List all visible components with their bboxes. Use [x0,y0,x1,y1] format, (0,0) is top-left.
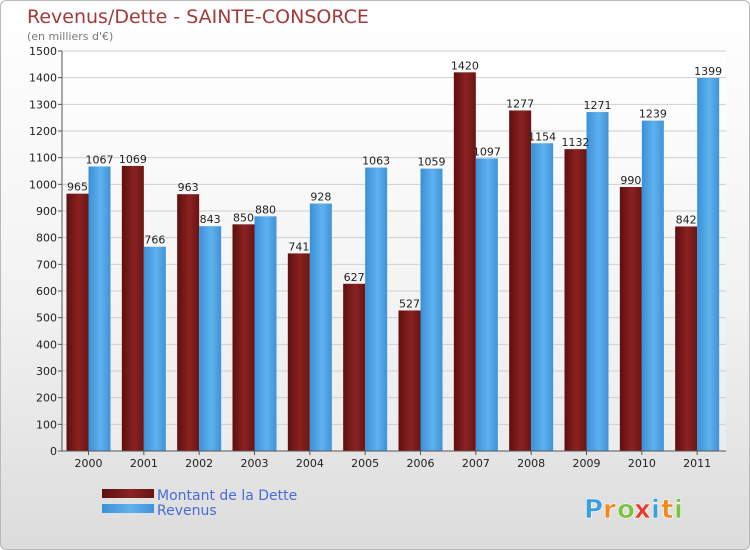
bar-revenus [254,216,277,451]
x-tick-label: 2011 [683,457,711,470]
value-label-dette: 963 [178,181,199,194]
x-tick-label: 2003 [241,457,269,470]
y-tick-label: 900 [36,205,57,218]
x-tick-label: 2000 [75,457,103,470]
bar-dette [675,226,698,451]
value-label-dette: 1132 [562,136,590,149]
bar-revenus [199,226,222,451]
value-label-dette: 1277 [506,97,534,110]
y-tick-label: 1300 [29,98,57,111]
bar-dette [564,149,587,451]
bar-revenus [309,203,332,451]
legend-swatch-revenus [102,504,154,513]
y-tick-label: 0 [50,445,57,458]
grid-lines [62,50,726,425]
bar-revenus [88,166,111,451]
value-label-revenus: 880 [255,203,276,216]
value-label-revenus: 1399 [694,65,722,78]
x-tick-label: 2009 [573,457,601,470]
bar-revenus [365,167,388,452]
x-tick-label: 2007 [462,457,490,470]
value-label-revenus: 1271 [584,99,612,112]
legend-label-debt: Montant de la Dette [157,488,297,504]
bar-dette [619,187,642,451]
bar-dette [343,283,366,451]
logo-letter: P [584,495,604,525]
bar-dette [66,193,89,451]
bar-dette [177,194,200,451]
value-label-revenus: 766 [144,234,165,247]
bar-revenus [143,246,166,451]
y-tick-label: 400 [36,338,57,351]
y-tick-label: 200 [36,392,57,405]
bar-revenus [475,158,498,451]
y-tick-label: 1100 [29,152,57,165]
value-label-revenus: 1059 [418,156,446,169]
bar-revenus [697,77,720,451]
y-tick-label: 300 [36,365,57,378]
x-tick-label: 2008 [517,457,545,470]
bar-dette [232,224,255,451]
value-label-revenus: 1063 [362,155,390,168]
value-label-dette: 842 [676,213,697,226]
y-tick-label: 800 [36,232,57,245]
y-tick-label: 100 [36,418,57,431]
value-label-dette: 527 [399,297,420,310]
legend: Montant de la Dette Revenus [102,488,297,519]
plot-area [62,51,726,451]
logo-letter: r [603,495,617,525]
logo-letter: i [674,495,684,525]
legend-label-revenus: Revenus [157,503,217,519]
legend-swatch-debt [102,489,154,498]
value-label-dette: 990 [620,174,641,187]
x-tick-label: 2006 [407,457,435,470]
value-label-revenus: 928 [310,191,331,204]
y-tick-label: 600 [36,285,57,298]
x-axis-ticks: 2000 2001 2002 2003 2004 2005 2006 2007 2008 2009… [75,451,711,470]
bar-dette [121,165,144,451]
bar-dette [287,253,310,451]
y-tick-label: 1500 [29,45,57,58]
value-label-dette: 965 [67,181,88,194]
bar-revenus [586,112,609,452]
bar-dette [398,310,421,451]
logo-letter: t [661,495,674,525]
y-axis-ticks: 0 100 200 300 400 500 600 700 800 900 1000 1100 1200… [29,45,62,458]
logo-letter: o [617,495,636,525]
y-tick-label: 1000 [29,178,57,191]
y-tick-label: 1400 [29,72,57,85]
value-label-dette: 1069 [119,153,147,166]
y-tick-label: 500 [36,312,57,325]
chart-subtitle: (en milliers d'€) [27,30,113,43]
bar-revenus [531,143,554,451]
bar-dette [453,72,476,451]
x-tick-label: 2004 [296,457,324,470]
bar-revenus [420,168,443,451]
bar-revenus [641,120,664,451]
value-label-revenus: 1239 [639,108,667,121]
value-label-revenus: 1067 [86,153,114,166]
value-label-dette: 741 [288,240,309,253]
value-label-revenus: 1154 [528,130,556,143]
value-label-dette: 627 [344,271,365,284]
bar-dette [509,110,532,451]
x-tick-label: 2001 [130,457,158,470]
proxiti-logo: Pr ox i t i [584,495,684,526]
value-label-revenus: 843 [200,213,221,226]
bars [66,72,720,452]
value-label-dette: 850 [233,211,254,224]
value-label-revenus: 1097 [473,145,501,158]
x-tick-label: 2010 [628,457,656,470]
logo-letter: i [651,495,661,525]
y-tick-label: 700 [36,258,57,271]
y-tick-label: 1200 [29,125,57,138]
value-label-dette: 1420 [451,59,479,72]
logo-letter: x [634,495,652,525]
chart-title: Revenus/Dette - SAINTE-CONSORCE [27,6,369,28]
x-tick-label: 2002 [185,457,213,470]
x-tick-label: 2005 [351,457,379,470]
